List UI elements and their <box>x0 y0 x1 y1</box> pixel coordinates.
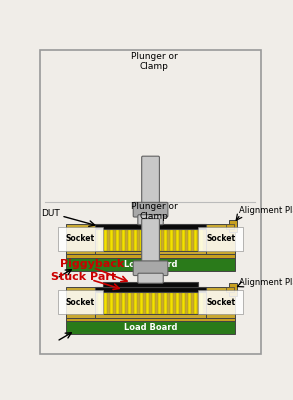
Bar <box>66 318 235 321</box>
Bar <box>116 226 119 250</box>
FancyBboxPatch shape <box>142 218 159 263</box>
Bar <box>140 226 143 250</box>
Bar <box>194 289 197 314</box>
Bar <box>146 226 149 250</box>
Bar <box>66 287 95 318</box>
Bar <box>226 287 234 292</box>
Bar <box>158 226 161 250</box>
Bar <box>226 224 234 228</box>
Text: Piggyback: Piggyback <box>60 258 125 269</box>
FancyBboxPatch shape <box>142 156 159 205</box>
Bar <box>95 250 206 254</box>
Bar <box>128 226 131 250</box>
Text: Load Board: Load Board <box>124 260 177 269</box>
Bar <box>110 289 113 314</box>
Text: Plunger or
Clamp: Plunger or Clamp <box>131 52 178 71</box>
Text: Stuck Part: Stuck Part <box>51 272 116 282</box>
Bar <box>229 220 237 232</box>
Bar <box>95 287 206 290</box>
Text: Socket: Socket <box>206 298 235 306</box>
Bar <box>158 289 161 314</box>
Bar <box>98 226 101 250</box>
Bar <box>188 226 191 250</box>
Bar <box>200 226 203 250</box>
Bar <box>182 226 185 250</box>
Bar <box>103 282 198 287</box>
FancyBboxPatch shape <box>138 273 163 283</box>
Text: Socket: Socket <box>206 234 235 244</box>
Bar <box>122 289 125 314</box>
Bar <box>170 289 173 314</box>
Bar <box>188 289 191 314</box>
Bar <box>95 314 206 318</box>
Bar <box>66 224 95 254</box>
Bar <box>152 289 155 314</box>
Bar <box>128 289 131 314</box>
Bar <box>116 289 119 314</box>
Bar <box>140 289 143 314</box>
Bar <box>122 226 125 250</box>
Text: DUT: DUT <box>41 209 60 218</box>
Bar <box>104 289 107 314</box>
Bar <box>134 226 137 250</box>
Bar <box>194 226 197 250</box>
Bar <box>176 226 179 250</box>
Bar <box>134 289 137 314</box>
Text: Alignment Plate: Alignment Plate <box>239 278 293 287</box>
Bar <box>95 224 206 228</box>
Bar <box>104 226 107 250</box>
Bar <box>146 289 149 314</box>
FancyBboxPatch shape <box>133 261 168 276</box>
Text: Load Board: Load Board <box>124 323 177 332</box>
Bar <box>164 289 167 314</box>
Bar <box>66 258 235 270</box>
Bar <box>206 287 235 318</box>
Bar <box>182 289 185 314</box>
Bar <box>110 226 113 250</box>
Bar <box>95 287 206 318</box>
Bar <box>206 224 235 254</box>
Text: Alignment Plate: Alignment Plate <box>239 206 293 215</box>
Bar <box>170 226 173 250</box>
Bar <box>176 289 179 314</box>
Bar <box>164 226 167 250</box>
Bar <box>66 254 235 258</box>
Bar <box>95 287 206 292</box>
Bar <box>200 289 203 314</box>
Text: Socket: Socket <box>66 234 95 244</box>
Bar <box>95 224 206 254</box>
FancyBboxPatch shape <box>138 215 163 225</box>
Bar <box>98 289 101 314</box>
FancyBboxPatch shape <box>133 202 168 217</box>
Bar <box>66 321 235 334</box>
Bar <box>229 283 237 296</box>
Text: Socket: Socket <box>66 298 95 306</box>
FancyBboxPatch shape <box>40 50 261 354</box>
Bar <box>152 226 155 250</box>
Text: Plunger or
Clamp: Plunger or Clamp <box>131 202 178 222</box>
Bar <box>95 224 206 229</box>
